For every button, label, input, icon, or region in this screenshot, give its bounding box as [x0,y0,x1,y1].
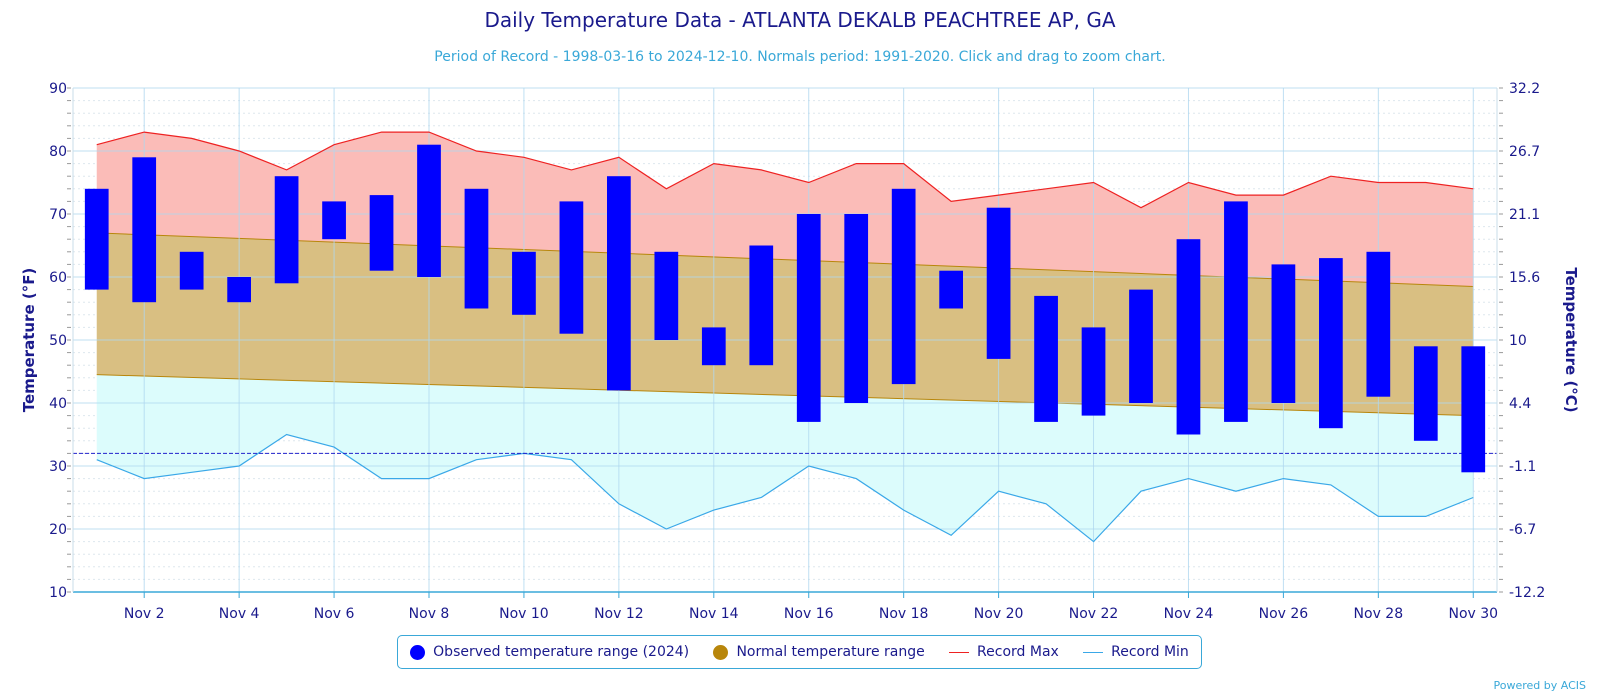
observed-bar[interactable] [1034,295,1058,422]
x-tick-label: Nov 14 [689,606,739,622]
y-tick-label-left: 20 [49,522,67,538]
x-tick-label: Nov 8 [409,606,450,622]
observed-bar[interactable] [1413,346,1438,441]
y-tick-label-right: 26.7 [1509,144,1540,160]
x-tick-label: Nov 16 [784,606,834,622]
x-tick-label: Nov 18 [879,606,929,622]
y-tick-label-left: 50 [49,333,67,349]
observed-bar[interactable] [1129,289,1153,403]
observed-bar[interactable] [1461,346,1486,473]
observed-bar[interactable] [1176,239,1201,435]
observed-bar[interactable] [1366,251,1391,397]
x-tick-label: Nov 2 [124,606,165,622]
observed-bar[interactable] [464,188,489,309]
x-tick-label: Nov 20 [974,606,1024,622]
record-min-area [96,374,1474,542]
y-tick-label-left: 40 [49,396,67,412]
observed-bar[interactable] [701,327,726,366]
x-tick-label: Nov 12 [594,606,644,622]
y-axis-title-left: Temperature (°F) [20,268,38,413]
y-tick-label-left: 30 [49,459,67,475]
legend-item-observed[interactable]: Observed temperature range (2024) [410,644,689,660]
chart-subtitle: Period of Record - 1998-03-16 to 2024-12… [434,49,1166,65]
x-tick-label: Nov 28 [1354,606,1404,622]
observed-bar[interactable] [654,251,679,340]
observed-bar[interactable] [227,277,251,303]
x-tick-label: Nov 24 [1164,606,1214,622]
y-tick-label-right: -6.7 [1509,522,1536,538]
record-min-line-icon [1083,651,1104,653]
observed-bar[interactable] [322,201,346,240]
observed-bar[interactable] [939,270,963,309]
record-max-line-icon [949,651,970,653]
x-tick-label: Nov 10 [499,606,549,622]
observed-bar[interactable] [417,144,441,277]
legend-label-record-min: Record Min [1111,644,1189,660]
powered-by-link[interactable]: Powered by ACIS [1493,679,1587,692]
y-tick-label-left: 60 [49,270,67,286]
y-tick-label-left: 10 [49,585,67,601]
y-tick-label-left: 90 [49,81,67,97]
x-tick-label: Nov 30 [1448,606,1498,622]
x-tick-label: Nov 4 [219,606,260,622]
y-tick-label-right: -12.2 [1509,585,1545,601]
legend-label-record-max: Record Max [977,644,1059,660]
observed-bar[interactable] [274,176,299,284]
x-tick-label: Nov 26 [1259,606,1309,622]
chart-legend: Observed temperature range (2024) Normal… [397,635,1202,669]
y-tick-label-right: 10 [1509,333,1527,349]
y-tick-label-left: 70 [49,207,67,223]
observed-bar[interactable] [369,195,394,271]
observed-bar[interactable] [986,207,1011,359]
record-min-line [96,433,1474,543]
observed-bar[interactable] [749,245,774,366]
observed-bar[interactable] [1081,327,1106,416]
observed-bar[interactable] [132,157,157,303]
observed-bars [84,144,1486,473]
y-tick-label-right: 15.6 [1509,270,1540,286]
observed-bar[interactable] [1319,258,1343,429]
record-max-area [96,132,1474,287]
observed-bar[interactable] [559,201,584,334]
y-axis-title-right: Temperature (°C) [1562,267,1580,412]
y-tick-label-right: 4.4 [1509,396,1531,412]
legend-label-observed: Observed temperature range (2024) [433,644,690,660]
x-tick-label: Nov 22 [1069,606,1119,622]
observed-bar[interactable] [512,251,536,315]
y-tick-label-left: 80 [49,144,67,160]
observed-bar[interactable] [607,176,631,391]
observed-bar[interactable] [84,188,109,290]
chart-title: Daily Temperature Data - ATLANTA DEKALB … [484,8,1116,32]
x-tick-label: Nov 6 [314,606,355,622]
observed-bar[interactable] [796,214,821,422]
observed-bar[interactable] [1271,264,1296,403]
observed-bar[interactable] [891,188,916,385]
y-tick-label-right: -1.1 [1509,459,1536,475]
legend-item-normal[interactable]: Normal temperature range [713,644,925,660]
observed-marker-icon [410,644,426,660]
y-tick-label-right: 21.1 [1509,207,1540,223]
record-max-line [96,131,1474,209]
normal-marker-icon [713,644,729,660]
legend-label-normal: Normal temperature range [736,644,925,660]
observed-bar[interactable] [179,251,204,290]
observed-bar[interactable] [1224,201,1248,422]
legend-item-record-min[interactable]: Record Min [1083,644,1189,660]
observed-bar[interactable] [844,214,869,403]
legend-item-record-max[interactable]: Record Max [949,644,1059,660]
y-tick-label-right: 32.2 [1509,81,1540,97]
